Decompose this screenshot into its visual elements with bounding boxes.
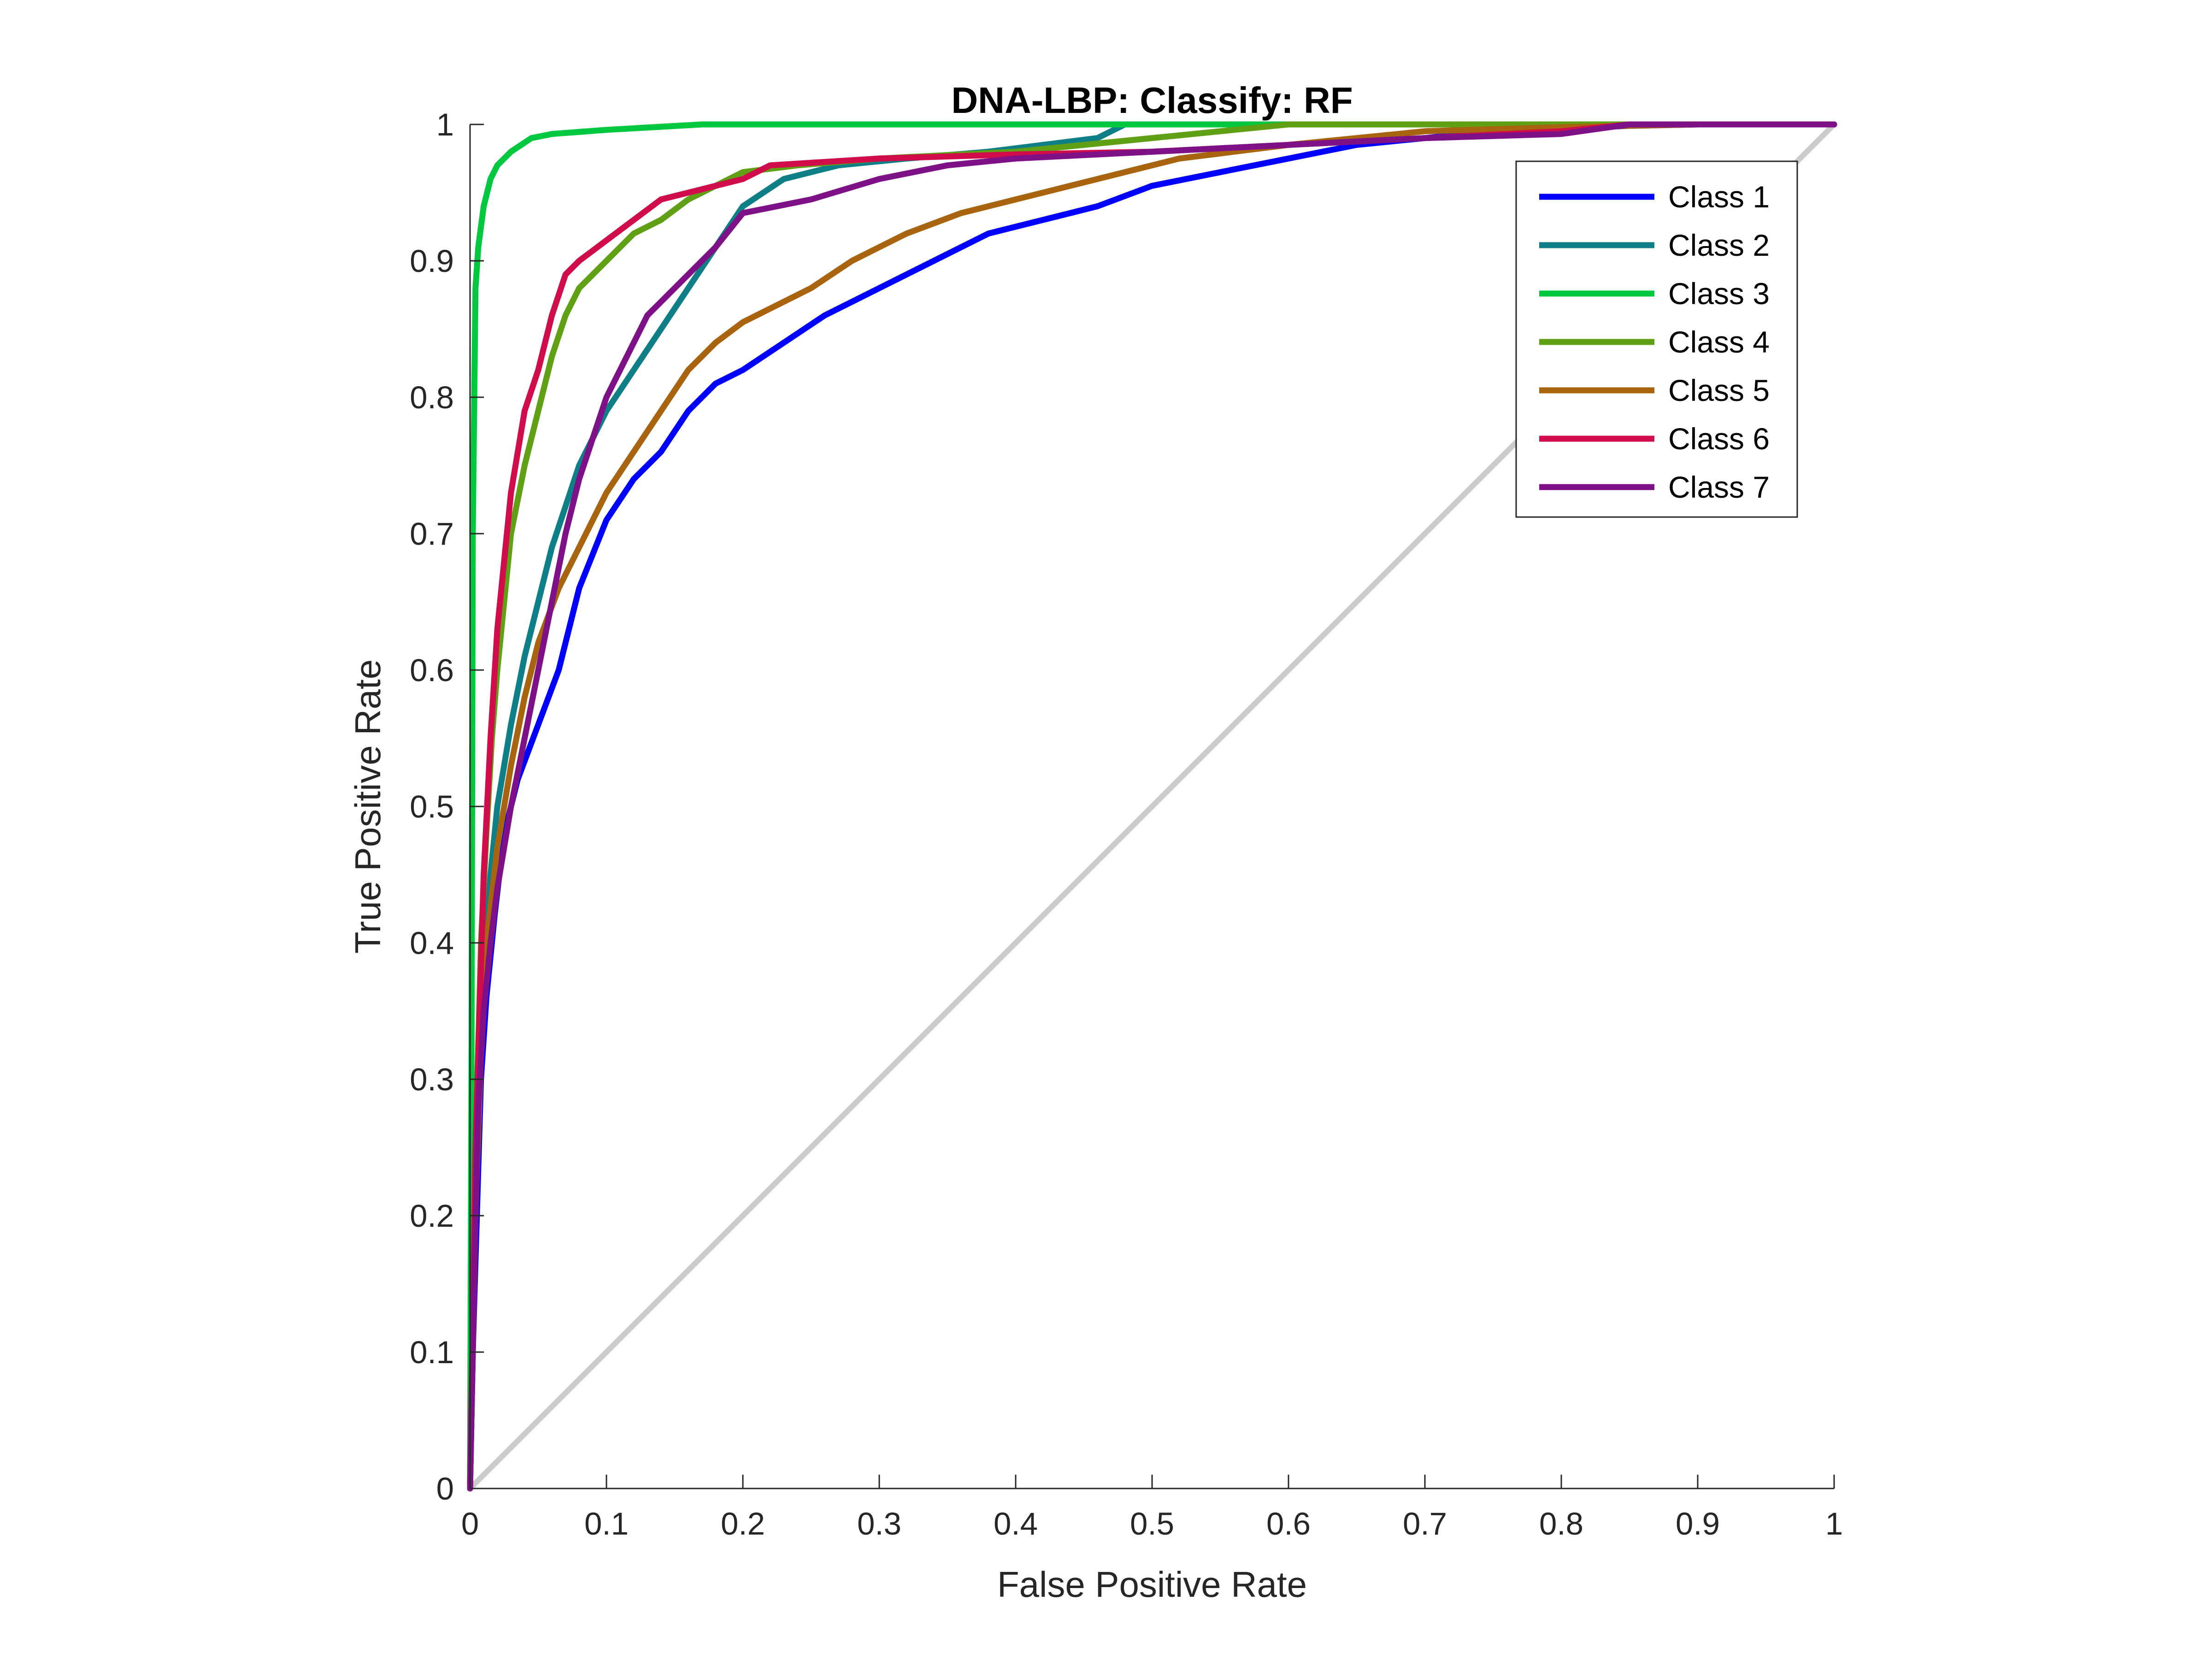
y-tick-label: 1 [436, 107, 454, 142]
legend-label-class-5: Class 5 [1668, 373, 1770, 407]
x-tick-label: 0.7 [1403, 1506, 1447, 1541]
legend-label-class-2: Class 2 [1668, 228, 1770, 262]
legend-label-class-6: Class 6 [1668, 422, 1770, 456]
y-tick-label: 0.4 [410, 925, 454, 961]
y-tick-label: 0.7 [410, 516, 454, 552]
x-tick-label: 0.4 [994, 1506, 1038, 1541]
x-tick-label: 0.6 [1266, 1506, 1311, 1541]
y-tick-label: 0.9 [410, 243, 454, 279]
x-tick-label: 0.8 [1539, 1506, 1583, 1541]
x-tick-label: 0.9 [1676, 1506, 1720, 1541]
y-tick-label: 0.1 [410, 1335, 454, 1370]
x-tick-label: 0.2 [721, 1506, 765, 1541]
series-line-class-2 [467, 121, 1837, 1492]
x-axis-label: False Positive Rate [997, 1564, 1307, 1605]
y-axis-label: True Positive Rate [347, 659, 388, 954]
x-tick-label: 0.3 [857, 1506, 901, 1541]
legend: Class 1 Class 2 Class 3 Class 4 Class 5 Class… [1515, 160, 1798, 518]
x-tick-label: 0 [461, 1506, 479, 1541]
x-tick-label: 0.1 [584, 1506, 629, 1541]
chart-title: DNA-LBP: Classify: RF [951, 80, 1353, 121]
legend-label-class-4: Class 4 [1668, 325, 1770, 359]
y-tick-label: 0 [436, 1471, 454, 1506]
series-line-class-3 [467, 121, 1837, 1492]
x-tick-label: 0.5 [1130, 1506, 1174, 1541]
legend-label-class-7: Class 7 [1668, 470, 1770, 504]
legend-label-class-1: Class 1 [1668, 180, 1770, 214]
y-tick-label: 0.8 [410, 380, 454, 415]
y-tick-label: 0.6 [410, 653, 454, 688]
y-tick-label: 0.2 [410, 1198, 454, 1234]
y-tick-label: 0.5 [410, 789, 454, 824]
legend-label-class-3: Class 3 [1668, 276, 1770, 311]
series-line-class-7 [467, 121, 1837, 1492]
series-layer [467, 121, 1837, 1492]
y-tick-label: 0.3 [410, 1062, 454, 1097]
ticks-layer: 0 0.1 0.2 0.3 0.4 0.5 0.6 0.7 0.8 0.9 1 0 0.1 0.2 0.3 0… [410, 107, 1843, 1541]
x-tick-label: 1 [1825, 1506, 1843, 1541]
